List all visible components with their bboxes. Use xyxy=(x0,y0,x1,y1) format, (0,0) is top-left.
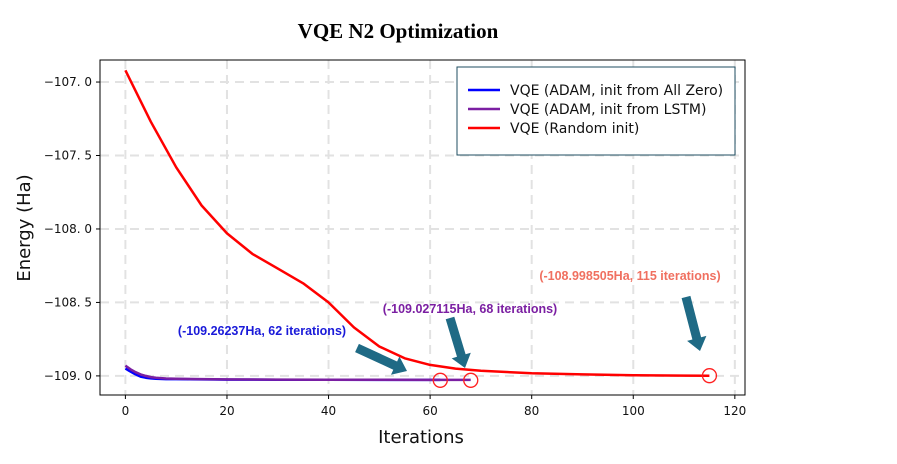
y-axis-label: Energy (Ha) xyxy=(14,174,35,281)
marker-circle-0 xyxy=(432,372,448,388)
marker-circles xyxy=(432,368,718,388)
marker-circle-2 xyxy=(701,368,718,384)
y-tick-label: −107. 5 xyxy=(44,149,92,163)
legend-label-2: VQE (Random init) xyxy=(510,121,639,137)
x-axis-label: Iterations xyxy=(378,427,464,448)
annotation-arrow-0 xyxy=(355,343,407,375)
legend: VQE (ADAM, init from All Zero) VQE (ADAM,… xyxy=(456,66,736,156)
x-tick-label: 100 xyxy=(622,404,645,418)
annotation-arrows xyxy=(355,295,707,375)
annotation-text-2: (-108.998505Ha, 115 iterations) xyxy=(539,269,720,283)
annotation-arrow-2 xyxy=(681,295,707,351)
chart-title: VQE N2 Optimization xyxy=(298,19,499,43)
y-tick-label: −107. 0 xyxy=(44,75,92,89)
y-tick-label: −108. 5 xyxy=(44,295,92,309)
x-tick-label: 20 xyxy=(219,404,234,418)
marker-circle-1 xyxy=(463,372,479,388)
x-tick-label: 40 xyxy=(321,404,336,418)
annotation-text-0: (-109.26237Ha, 62 iterations) xyxy=(178,324,346,338)
annotation-text-1: (-109.027115Ha, 68 iterations) xyxy=(383,302,557,316)
y-tick-label: −109. 0 xyxy=(44,369,92,383)
legend-label-0: VQE (ADAM, init from All Zero) xyxy=(510,83,723,99)
plot-frame xyxy=(99,59,746,396)
x-tick-label: 60 xyxy=(422,404,437,418)
x-tick-label: 80 xyxy=(524,404,539,418)
series-lines xyxy=(124,69,710,382)
legend-label-1: VQE (ADAM, init from LSTM) xyxy=(510,102,706,118)
annotation-arrow-1 xyxy=(445,316,471,368)
legend-box xyxy=(456,66,736,156)
x-tick-label: 120 xyxy=(723,404,746,418)
series-line-2 xyxy=(124,69,710,377)
series-line-1 xyxy=(124,364,471,382)
annotations: (-109.26237Ha, 62 iterations) (-109.02711… xyxy=(178,269,721,338)
y-tick-label: −108. 0 xyxy=(44,222,92,236)
grid xyxy=(100,60,745,395)
axis-ticks: 0 20 40 60 80 100 120 −107. 0 −107. 5 −108. 0 −108… xyxy=(44,75,747,418)
x-tick-label: 0 xyxy=(122,404,130,418)
